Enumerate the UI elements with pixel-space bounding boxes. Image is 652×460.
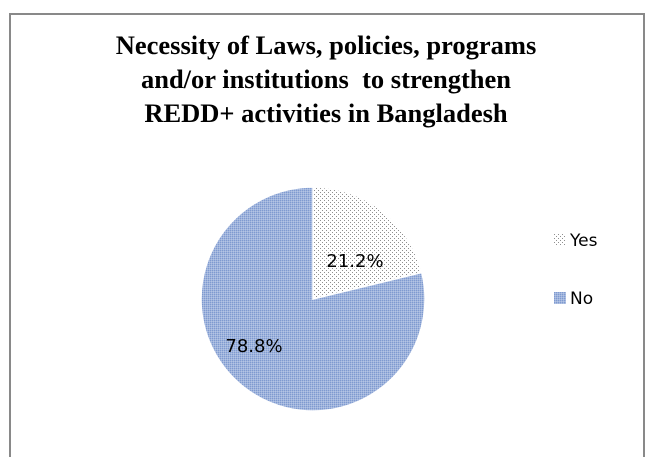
chart-title-line-2: and/or institutions to strengthen [140,64,512,94]
chart-title: Necessity of Laws, policies, programs an… [0,28,652,130]
legend-label-no: No [570,289,593,309]
chart-title-line-3: REDD+ activities in Bangladesh [144,98,508,128]
data-label-no: 78.8% [225,336,282,357]
legend-swatch-yes [554,234,566,246]
legend-swatch-no [554,292,566,304]
pie-slice-no [200,186,426,412]
legend-label-yes: Yes [569,231,598,251]
data-label-yes: 21.2% [326,251,383,272]
pie-slice-yes [312,186,423,300]
chart-title-line-1: Necessity of Laws, policies, programs [115,30,537,60]
chart-frame [9,13,645,457]
